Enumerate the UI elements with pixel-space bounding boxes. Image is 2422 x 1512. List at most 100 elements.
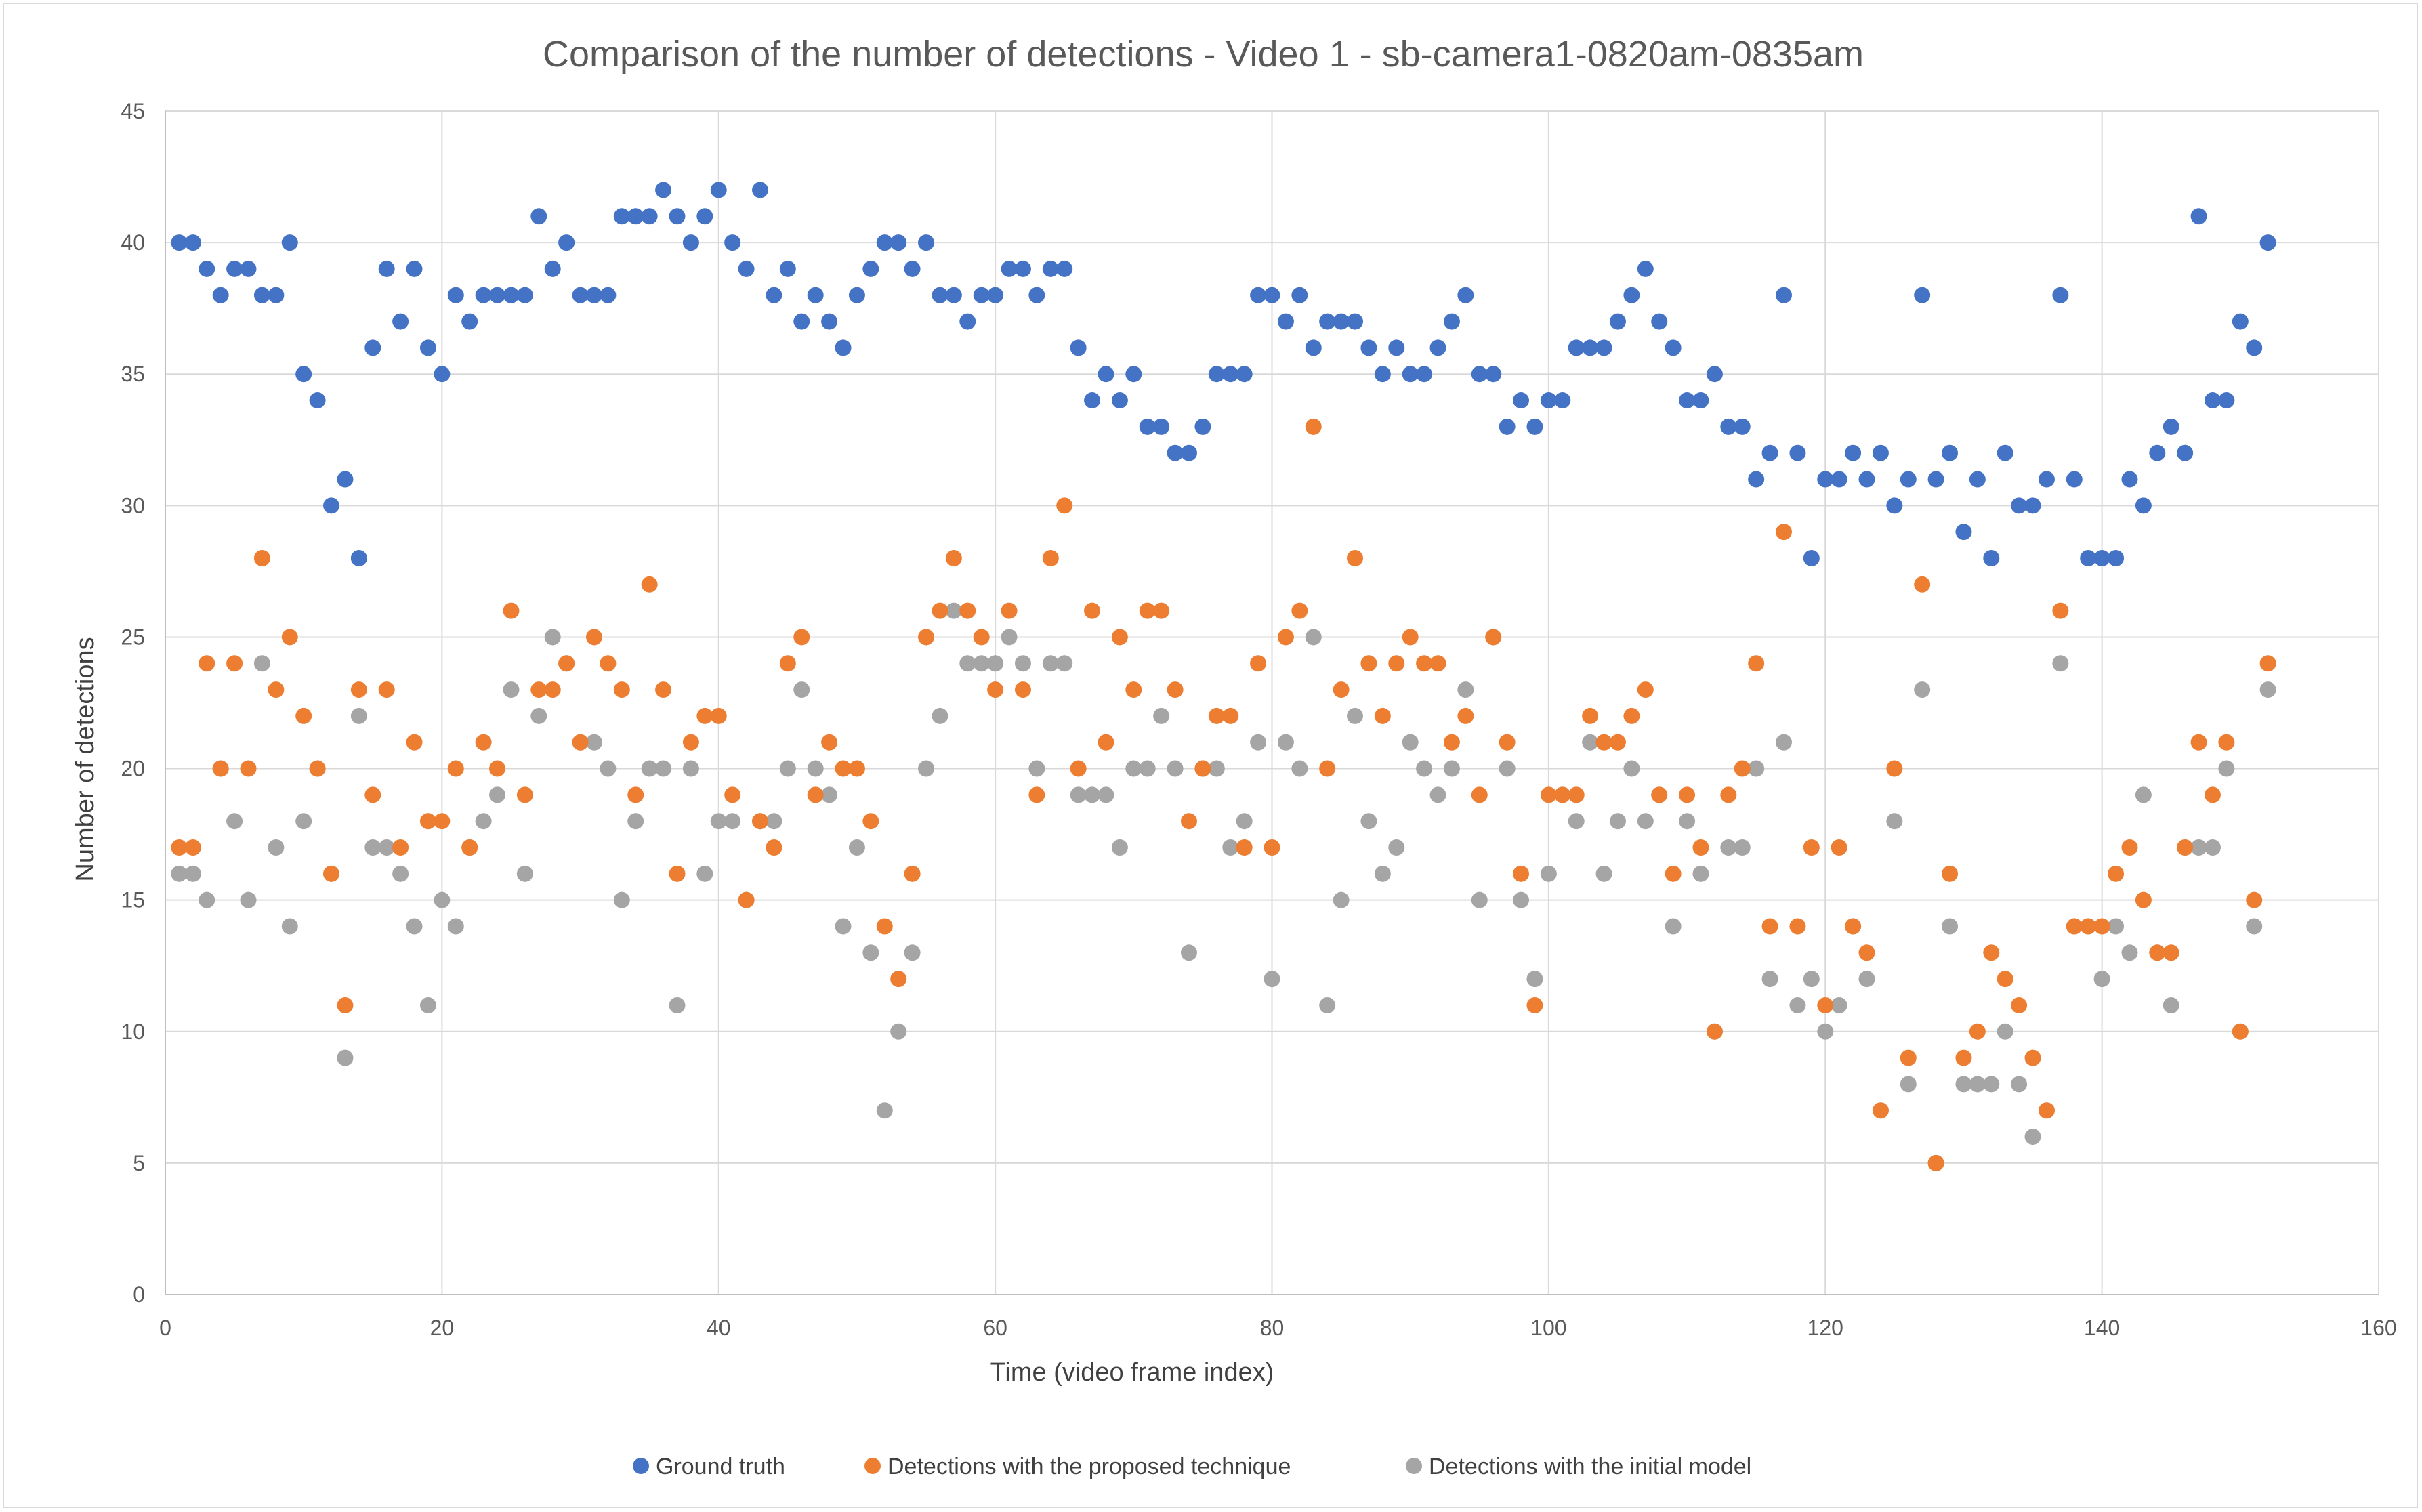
data-point <box>226 655 243 672</box>
data-point <box>1969 1076 1986 1093</box>
data-point <box>2038 1102 2055 1119</box>
data-point <box>199 891 215 908</box>
data-point <box>1416 760 1433 777</box>
data-point <box>1540 865 1557 882</box>
data-point <box>1900 1076 1917 1093</box>
x-tick-label: 20 <box>430 1316 455 1340</box>
data-point <box>1250 734 1267 751</box>
data-point <box>987 655 1004 672</box>
data-point <box>1609 813 1626 830</box>
legend: Ground truth Detections with the proposed… <box>633 1454 1751 1479</box>
data-point <box>1748 655 1765 672</box>
data-point <box>1872 1102 1889 1119</box>
data-point <box>752 182 769 198</box>
y-tick-label: 15 <box>121 888 145 912</box>
data-point <box>1761 444 1778 461</box>
data-point <box>199 260 215 277</box>
data-point <box>295 366 312 383</box>
data-point <box>2190 208 2207 225</box>
data-point <box>489 786 506 803</box>
data-point <box>1139 602 1156 619</box>
data-point <box>945 549 962 566</box>
data-point <box>530 208 547 225</box>
series-1 <box>171 418 2276 1171</box>
data-point <box>2052 655 2069 672</box>
data-point <box>434 813 451 830</box>
data-point <box>530 707 547 724</box>
data-point <box>1056 497 1073 514</box>
data-point <box>627 813 644 830</box>
data-point <box>447 287 464 303</box>
data-point <box>2038 471 2055 488</box>
x-tick-label: 80 <box>1260 1316 1285 1340</box>
data-point <box>489 760 506 777</box>
legend-item: Detections with the proposed technique <box>864 1454 1291 1479</box>
data-point <box>1014 681 1031 698</box>
data-point <box>268 287 285 303</box>
data-point <box>2163 996 2179 1013</box>
data-point <box>378 839 395 856</box>
data-point <box>1236 839 1253 856</box>
data-point <box>572 287 589 303</box>
data-point <box>1748 760 1765 777</box>
data-point <box>1499 760 1516 777</box>
legend-marker <box>864 1458 881 1474</box>
data-point <box>1443 760 1460 777</box>
data-point <box>1291 760 1308 777</box>
data-point <box>1125 760 1142 777</box>
data-point <box>1914 287 1931 303</box>
data-point <box>945 602 962 619</box>
x-tick-label: 160 <box>2360 1316 2396 1340</box>
data-point <box>268 839 285 856</box>
data-point <box>1623 707 1640 724</box>
data-point <box>890 1023 907 1040</box>
data-point <box>959 313 976 330</box>
data-point <box>1236 366 1253 383</box>
data-point <box>268 681 285 698</box>
data-point <box>434 366 451 383</box>
data-point <box>669 996 686 1013</box>
data-point <box>2011 1076 2028 1093</box>
data-point <box>890 971 907 988</box>
data-point <box>627 786 644 803</box>
data-point <box>530 681 547 698</box>
data-point <box>1845 918 1862 935</box>
data-point <box>793 313 810 330</box>
data-point <box>2108 918 2125 935</box>
data-point <box>1125 366 1142 383</box>
data-point <box>2066 918 2083 935</box>
y-tick-label: 20 <box>121 757 145 781</box>
data-point <box>2204 392 2221 409</box>
data-point <box>2024 497 2041 514</box>
data-point <box>1374 865 1391 882</box>
data-point <box>766 813 782 830</box>
data-point <box>253 287 270 303</box>
data-point <box>1886 813 1903 830</box>
data-point <box>918 760 935 777</box>
data-point <box>1291 602 1308 619</box>
data-point <box>876 1102 893 1119</box>
data-point <box>2149 444 2166 461</box>
data-point <box>862 944 879 961</box>
data-point <box>1554 786 1571 803</box>
data-point <box>1277 734 1294 751</box>
data-point <box>1983 1076 2000 1093</box>
data-point <box>1305 629 1322 646</box>
data-point <box>1042 260 1059 277</box>
data-point <box>1942 865 1959 882</box>
data-point <box>1775 734 1792 751</box>
data-point <box>1111 392 1128 409</box>
y-tick-label: 45 <box>121 99 145 123</box>
legend-marker <box>633 1458 649 1474</box>
data-point <box>1817 996 1834 1013</box>
data-point <box>1831 996 1847 1013</box>
data-point <box>1845 444 1862 461</box>
data-point <box>1416 366 1433 383</box>
data-point <box>1651 313 1668 330</box>
data-point <box>2024 1129 2041 1146</box>
data-point <box>2121 944 2138 961</box>
data-point <box>281 629 298 646</box>
data-point <box>932 287 948 303</box>
data-point <box>392 865 409 882</box>
data-point <box>1070 339 1087 356</box>
